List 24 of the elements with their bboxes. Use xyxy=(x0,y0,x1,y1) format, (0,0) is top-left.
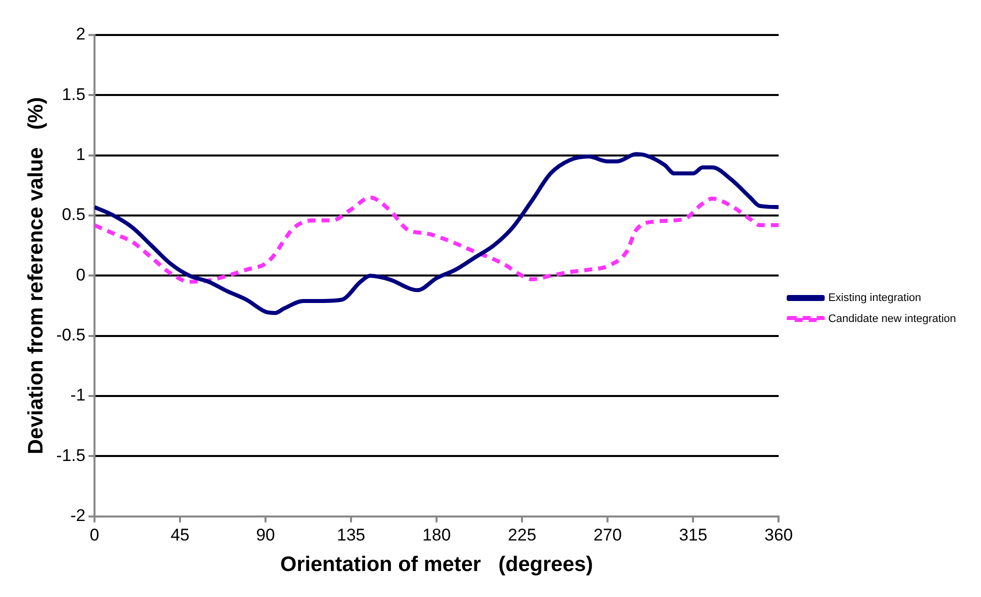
y-tick-label: 1.5 xyxy=(62,84,86,104)
x-tick-label: 135 xyxy=(336,525,366,544)
y-tick-label: 0.5 xyxy=(62,205,86,224)
legend-label: Existing integration xyxy=(828,292,922,304)
line-series xyxy=(94,195,779,284)
y-tick-label: -0.5 xyxy=(56,326,86,345)
x-tick-label: 90 xyxy=(256,525,276,544)
x-tick-label: 225 xyxy=(508,525,536,544)
y-tick-label: 1 xyxy=(76,145,86,164)
legend-label: Candidate new integration xyxy=(828,313,956,326)
x-tick-label: 180 xyxy=(422,525,451,544)
line-series xyxy=(94,152,779,316)
y-tick-label: -1 xyxy=(70,386,86,405)
x-tick-label: 270 xyxy=(593,525,622,544)
x-tick-label: 45 xyxy=(170,525,190,544)
y-axis-title: Deviation from reference value (%) xyxy=(24,97,48,454)
x-axis-title: Orientation of meter (degrees) xyxy=(280,553,593,576)
x-tick-label: 360 xyxy=(764,525,793,544)
y-tick-label: 0 xyxy=(76,265,86,284)
y-tick-label: -2 xyxy=(70,506,86,526)
y-tick-label: 2 xyxy=(76,24,86,44)
x-tick-label: 315 xyxy=(678,525,708,544)
x-tick-label: 0 xyxy=(90,525,100,544)
y-tick-label: -1.5 xyxy=(56,446,86,465)
